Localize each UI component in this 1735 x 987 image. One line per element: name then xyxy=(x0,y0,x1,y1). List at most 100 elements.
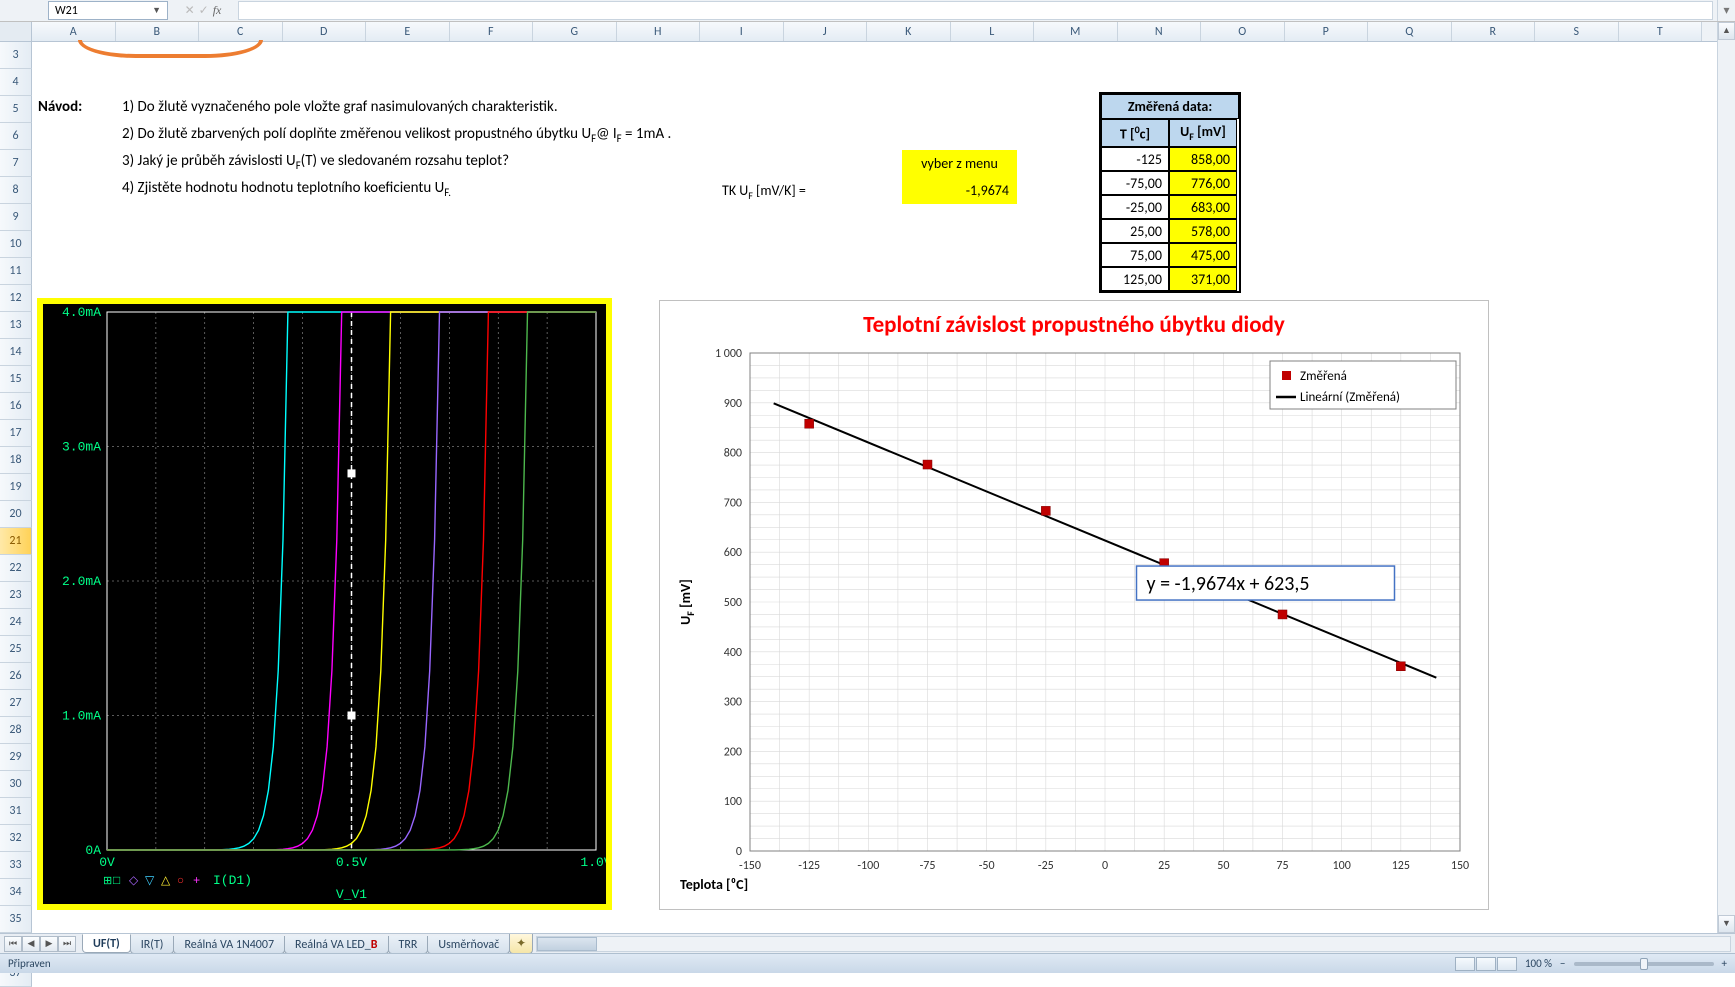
column-header[interactable]: M xyxy=(1034,22,1118,41)
column-header[interactable]: S xyxy=(1535,22,1619,41)
row-header[interactable]: 27 xyxy=(0,690,32,717)
scroll-up-icon[interactable]: ▲ xyxy=(1718,22,1735,40)
vertical-scrollbar[interactable]: ▲ ▼ xyxy=(1717,22,1735,933)
tab-nav-next-icon[interactable]: ▶ xyxy=(40,936,58,952)
column-header[interactable]: R xyxy=(1452,22,1536,41)
row-header[interactable]: 13 xyxy=(0,312,32,339)
cancel-icon[interactable]: ✕ xyxy=(185,3,195,18)
expand-formula-bar-icon[interactable]: ▾ xyxy=(1717,0,1735,21)
column-header[interactable]: C xyxy=(199,22,283,41)
tab-nav-last-icon[interactable]: ⏭ xyxy=(58,936,76,952)
row-header[interactable]: 35 xyxy=(0,906,32,933)
svg-text:Změřená: Změřená xyxy=(1300,369,1347,384)
data-table-cell-UF[interactable]: 578,00 xyxy=(1169,219,1237,243)
zoom-out-icon[interactable]: − xyxy=(1560,957,1565,970)
navod-line: 4) Zjistěte hodnotu hodnotu teplotního k… xyxy=(122,179,451,199)
row-header[interactable]: 25 xyxy=(0,636,32,663)
row-header[interactable]: 16 xyxy=(0,393,32,420)
row-header[interactable]: 4 xyxy=(0,69,32,96)
column-header[interactable]: I xyxy=(700,22,784,41)
row-header[interactable]: 24 xyxy=(0,609,32,636)
row-header[interactable]: 14 xyxy=(0,339,32,366)
column-header[interactable]: O xyxy=(1201,22,1285,41)
name-box[interactable]: W21 ▼ xyxy=(48,1,168,20)
row-header[interactable]: 34 xyxy=(0,879,32,906)
sheet-tab[interactable]: Usměrňovač xyxy=(427,936,510,954)
view-layout-icon[interactable] xyxy=(1476,957,1496,971)
zoom-slider[interactable] xyxy=(1574,962,1714,966)
column-header[interactable]: E xyxy=(366,22,450,41)
scroll-thumb[interactable] xyxy=(537,937,597,951)
row-header[interactable]: 17 xyxy=(0,420,32,447)
row-header[interactable]: 23 xyxy=(0,582,32,609)
column-header[interactable]: J xyxy=(784,22,868,41)
row-header[interactable]: 8 xyxy=(0,177,32,204)
row-header[interactable]: 19 xyxy=(0,474,32,501)
row-header[interactable]: 29 xyxy=(0,744,32,771)
formula-input[interactable] xyxy=(238,1,1713,20)
column-header[interactable]: D xyxy=(283,22,367,41)
row-header[interactable]: 26 xyxy=(0,663,32,690)
data-table-cell-T: 75,00 xyxy=(1101,243,1169,267)
svg-text:-100: -100 xyxy=(857,859,879,873)
simulation-chart-frame: 0A1.0mA2.0mA3.0mA4.0mA0V0.5V1.0VV_V1⊞□◇▽… xyxy=(37,298,612,910)
column-header[interactable]: P xyxy=(1285,22,1369,41)
sheet-tab[interactable]: TRR xyxy=(388,936,429,954)
column-header[interactable]: H xyxy=(617,22,701,41)
zoom-knob[interactable] xyxy=(1640,958,1648,970)
row-header[interactable]: 12 xyxy=(0,285,32,312)
column-header[interactable]: K xyxy=(867,22,951,41)
data-table-cell-UF[interactable]: 475,00 xyxy=(1169,243,1237,267)
tab-nav-prev-icon[interactable]: ◀ xyxy=(22,936,40,952)
row-header[interactable]: 6 xyxy=(0,123,32,150)
zoom-in-icon[interactable]: + xyxy=(1722,957,1727,970)
row-header[interactable]: 22 xyxy=(0,555,32,582)
sheet-tab[interactable]: IR(T) xyxy=(130,936,175,954)
data-table-cell-UF[interactable]: 858,00 xyxy=(1169,147,1237,171)
row-header[interactable]: 33 xyxy=(0,852,32,879)
column-header[interactable]: Q xyxy=(1368,22,1452,41)
column-header[interactable]: F xyxy=(450,22,534,41)
sheet-tab[interactable]: Reálná VA LED_B xyxy=(284,936,388,954)
select-all-corner[interactable] xyxy=(0,22,32,41)
enter-icon[interactable]: ✓ xyxy=(199,3,209,18)
column-header[interactable]: B xyxy=(116,22,200,41)
column-header[interactable]: A xyxy=(32,22,116,41)
row-header[interactable]: 10 xyxy=(0,231,32,258)
row-header[interactable]: 20 xyxy=(0,501,32,528)
name-box-value: W21 xyxy=(55,4,78,18)
row-header[interactable]: 32 xyxy=(0,825,32,852)
sheet-tab[interactable]: UF(T) xyxy=(82,934,131,953)
column-header[interactable]: L xyxy=(951,22,1035,41)
row-header[interactable]: 28 xyxy=(0,717,32,744)
column-header[interactable]: T xyxy=(1619,22,1703,41)
scroll-down-icon[interactable]: ▼ xyxy=(1718,915,1735,933)
row-header[interactable]: 30 xyxy=(0,771,32,798)
row-header[interactable]: 15 xyxy=(0,366,32,393)
row-header[interactable]: 5 xyxy=(0,96,32,123)
row-header[interactable]: 9 xyxy=(0,204,32,231)
dropdown-cell[interactable]: vyber z menu xyxy=(902,150,1017,177)
data-table-cell-UF[interactable]: 683,00 xyxy=(1169,195,1237,219)
row-header[interactable]: 11 xyxy=(0,258,32,285)
new-sheet-tab[interactable]: ✦ xyxy=(509,934,533,954)
worksheet-grid[interactable]: Návod: 1) Do žlutě vyznačeného pole vlož… xyxy=(32,42,1717,933)
row-header[interactable]: 7 xyxy=(0,150,32,177)
view-pagebreak-icon[interactable] xyxy=(1497,957,1517,971)
view-normal-icon[interactable] xyxy=(1455,957,1475,971)
fx-icon[interactable]: fx xyxy=(213,3,222,18)
row-header[interactable]: 3 xyxy=(0,42,32,69)
row-header[interactable]: 31 xyxy=(0,798,32,825)
row-header[interactable]: 21 xyxy=(0,528,32,555)
view-buttons xyxy=(1455,957,1517,971)
sheet-tab[interactable]: Reálná VA 1N4007 xyxy=(173,936,285,954)
svg-text:200: 200 xyxy=(724,745,742,759)
data-table-cell-UF[interactable]: 776,00 xyxy=(1169,171,1237,195)
horizontal-scrollbar[interactable] xyxy=(536,936,1731,952)
column-header[interactable]: N xyxy=(1118,22,1202,41)
name-box-dropdown-icon[interactable]: ▼ xyxy=(152,5,161,16)
column-header[interactable]: G xyxy=(533,22,617,41)
tab-nav-first-icon[interactable]: ⏮ xyxy=(4,936,22,952)
data-table-cell-UF[interactable]: 371,00 xyxy=(1169,267,1237,291)
row-header[interactable]: 18 xyxy=(0,447,32,474)
